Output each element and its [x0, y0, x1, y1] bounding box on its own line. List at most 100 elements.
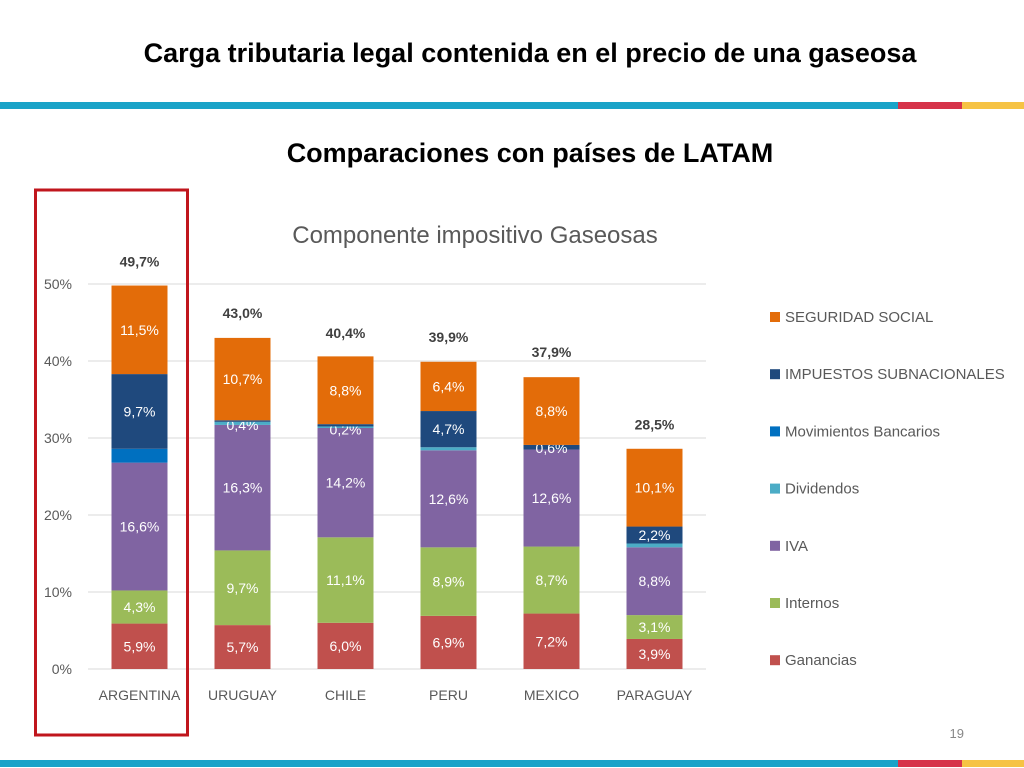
data-label: 6,0% [330, 638, 362, 654]
bar-segment [420, 447, 477, 451]
bottom-band-yellow [962, 760, 1024, 767]
bar-segment [111, 374, 168, 449]
bar-segment [317, 537, 374, 623]
highlight-box [34, 188, 189, 737]
bar-segment [111, 448, 168, 463]
bar-segment [420, 411, 477, 448]
data-label: 8,8% [639, 573, 671, 589]
y-tick-label: 10% [44, 584, 72, 600]
bar-segment [317, 424, 374, 427]
data-label: 10,7% [223, 371, 263, 387]
total-label: 49,7% [120, 253, 160, 269]
x-tick-label: PARAGUAY [617, 687, 693, 703]
legend-swatch [770, 369, 780, 380]
total-label: 43,0% [223, 305, 263, 321]
bar-segment [420, 615, 477, 669]
bar-segment [111, 590, 168, 624]
data-label: 10,1% [635, 480, 675, 496]
bar-segment [626, 448, 683, 527]
data-label: 6,4% [433, 378, 465, 394]
total-label: 40,4% [326, 325, 366, 341]
bar-segment [111, 462, 168, 591]
data-label: 8,9% [433, 574, 465, 590]
legend-swatch [770, 426, 780, 437]
bar-segment [626, 615, 683, 639]
data-label: 9,7% [227, 580, 259, 596]
legend-label: Internos [785, 595, 839, 612]
top-band-red [898, 102, 962, 109]
y-tick-label: 20% [44, 507, 72, 523]
data-label: 3,1% [639, 619, 671, 635]
x-tick-label: URUGUAY [208, 687, 278, 703]
bar-segment [214, 424, 271, 551]
data-label: 5,9% [124, 638, 156, 654]
total-label: 28,5% [635, 417, 675, 433]
bar-segment [523, 613, 580, 669]
bar-segment [214, 420, 271, 422]
bar-segment [523, 546, 580, 614]
legend-swatch [770, 540, 780, 551]
bar-segment [214, 337, 271, 421]
x-tick-label: PERU [429, 687, 468, 703]
data-label: 14,2% [326, 475, 366, 491]
bar-segment [626, 526, 683, 544]
bar-segment [626, 638, 683, 669]
bar-segment [317, 427, 374, 538]
y-tick-label: 40% [44, 353, 72, 369]
bar-segment [111, 623, 168, 669]
top-band-yellow [962, 102, 1024, 109]
bar-segment [317, 426, 374, 428]
bar-segment [420, 361, 477, 412]
y-tick-label: 30% [44, 430, 72, 446]
bar-segment [214, 625, 271, 669]
bar-segment [523, 444, 580, 450]
y-tick-label: 50% [44, 276, 72, 292]
data-label: 16,3% [223, 480, 263, 496]
bar-segment [420, 450, 477, 548]
legend-label: Ganancias [785, 652, 857, 669]
bar-segment [111, 285, 168, 375]
data-label: 7,2% [536, 633, 568, 649]
total-label: 37,9% [532, 344, 572, 360]
data-label: 4,3% [124, 599, 156, 615]
bottom-band-red [898, 760, 962, 767]
slide-subtitle: Comparaciones con países de LATAM [286, 138, 774, 168]
data-label: 8,7% [536, 572, 568, 588]
legend-swatch [770, 598, 780, 608]
data-label: 2,2% [639, 527, 671, 543]
top-band-blue [0, 102, 898, 109]
bar-segment [317, 356, 374, 425]
data-label: 3,9% [639, 646, 671, 662]
bar-segment [523, 449, 580, 547]
bar-segment [626, 547, 683, 616]
x-tick-label: ARGENTINA [99, 687, 181, 703]
legend-label: SEGURIDAD SOCIAL [785, 309, 933, 326]
data-label: 6,9% [433, 634, 465, 650]
legend-swatch [770, 312, 780, 322]
data-label: 4,7% [433, 421, 465, 437]
legend-swatch [770, 483, 780, 494]
bottom-band-blue [0, 760, 898, 767]
legend-label: IVA [785, 538, 808, 555]
data-label: 8,8% [536, 403, 568, 419]
y-tick-label: 0% [52, 661, 72, 677]
data-label: 5,7% [227, 639, 259, 655]
data-label: 11,5% [120, 322, 159, 338]
data-label: 8,8% [330, 382, 362, 398]
bar-segment [420, 547, 477, 616]
page-number: 19 [949, 726, 964, 741]
data-label: 12,6% [532, 490, 572, 506]
x-tick-label: MEXICO [524, 687, 579, 703]
data-label: 16,6% [120, 519, 160, 535]
x-tick-label: CHILE [325, 687, 366, 703]
data-label: 9,7% [124, 403, 156, 419]
bar-segment [317, 622, 374, 669]
bar-segment [523, 377, 580, 445]
total-label: 39,9% [429, 329, 469, 345]
slide-title: Carga tributaria legal contenida en el p… [143, 38, 917, 68]
data-label: 12,6% [429, 491, 469, 507]
data-label: 11,1% [326, 572, 365, 588]
chart-title: Componente impositivo Gaseosas [292, 222, 658, 249]
bar-segment [214, 421, 271, 425]
